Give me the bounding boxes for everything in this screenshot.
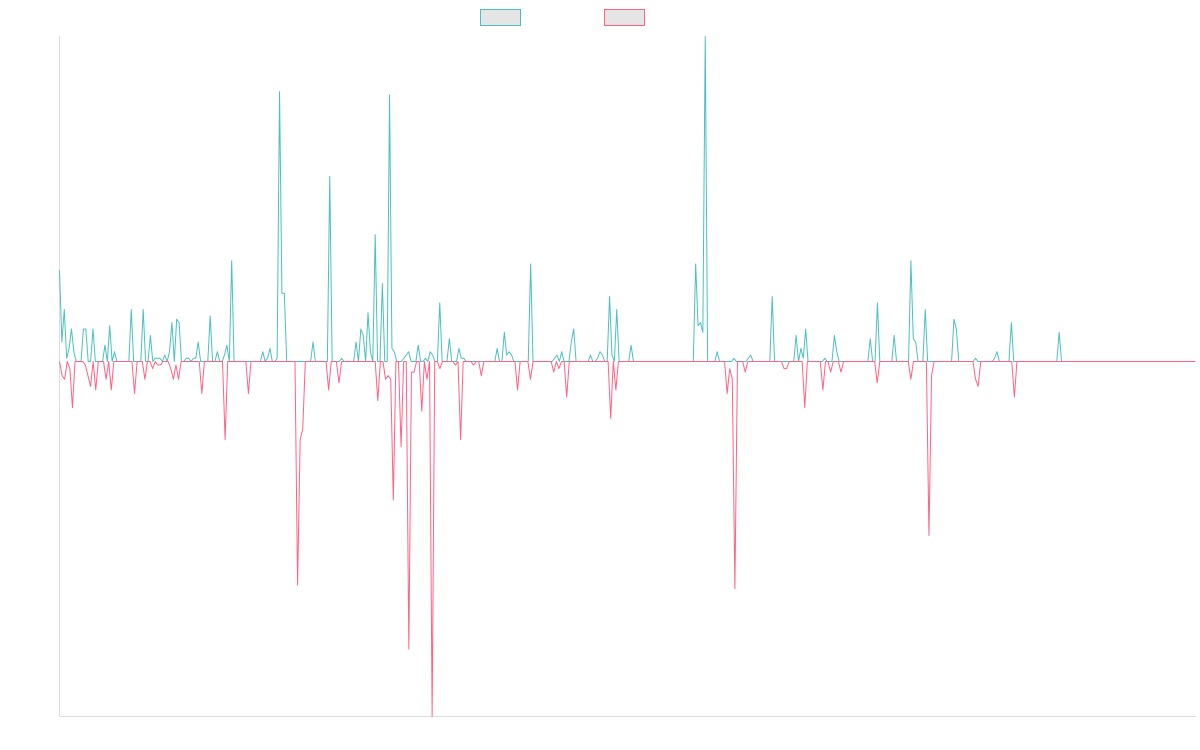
plot-area — [59, 36, 1196, 717]
legend-swatch-series-2[interactable] — [604, 9, 645, 26]
series-1-line — [59, 36, 1196, 362]
legend — [480, 9, 645, 26]
series-2-line — [59, 361, 1196, 717]
legend-swatch-series-1[interactable] — [480, 9, 521, 26]
